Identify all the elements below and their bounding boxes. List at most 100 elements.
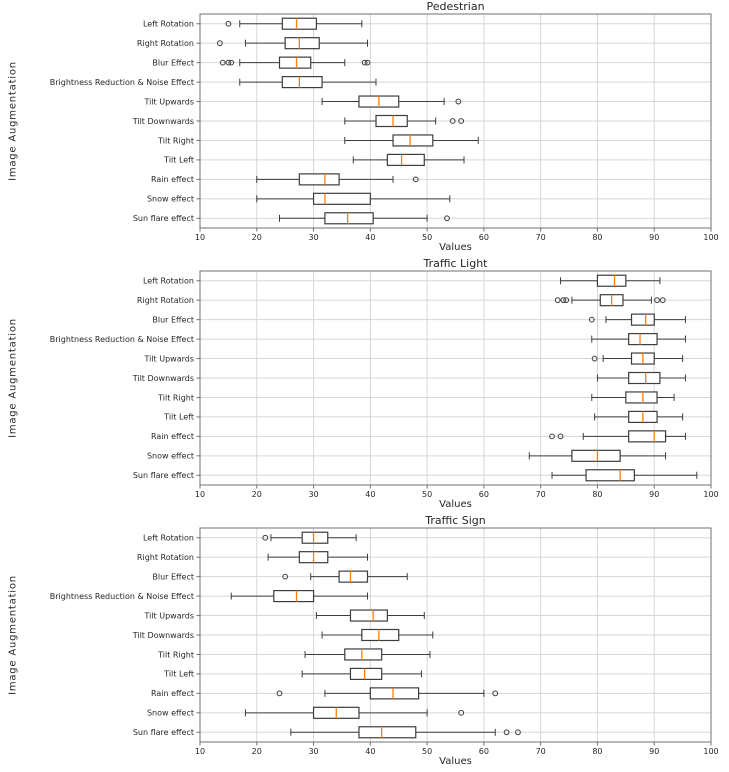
x-tick-label: 100 bbox=[703, 747, 718, 756]
category-label: Tilt Downwards bbox=[132, 631, 194, 640]
iqr-box bbox=[628, 430, 667, 443]
outlier-point bbox=[549, 433, 555, 440]
iqr-box bbox=[571, 449, 621, 462]
box-row bbox=[301, 667, 422, 681]
gridlines bbox=[199, 528, 712, 742]
iqr-box bbox=[628, 371, 661, 385]
box-row bbox=[304, 648, 431, 661]
box-row bbox=[278, 212, 450, 225]
x-tick-label: 80 bbox=[592, 747, 602, 756]
y-axis: Left Rotation Right Rotation Blur Effect Br… bbox=[50, 534, 200, 737]
box-row bbox=[216, 37, 368, 50]
traffic-sign-plot-area: 10 20 30 40 50 60 70 80 90 100 Left Rotation Right … bbox=[50, 527, 719, 756]
category-label: Tilt Upwards bbox=[143, 611, 194, 620]
iqr-box bbox=[392, 134, 434, 147]
iqr-box bbox=[338, 570, 369, 583]
category-label: Tilt Left bbox=[163, 670, 194, 679]
iqr-box bbox=[596, 274, 627, 287]
x-tick-label: 20 bbox=[252, 747, 262, 756]
box-row bbox=[591, 332, 686, 346]
iqr-box bbox=[625, 391, 658, 404]
category-label: Tilt Left bbox=[163, 413, 194, 422]
outlier-point bbox=[557, 433, 564, 440]
y-axis: Left Rotation Right Rotation Blur Effect Br… bbox=[50, 20, 200, 223]
box-row bbox=[230, 589, 368, 603]
outlier-point bbox=[492, 690, 499, 697]
x-axis: 10 20 30 40 50 60 70 80 90 100 bbox=[195, 228, 719, 242]
category-label: Right Rotation bbox=[137, 553, 194, 562]
x-tick-label: 60 bbox=[479, 490, 489, 499]
category-label: Tilt Downwards bbox=[132, 117, 194, 126]
outlier-point bbox=[444, 215, 450, 222]
iqr-box bbox=[273, 589, 315, 603]
x-tick-label: 70 bbox=[536, 233, 546, 242]
x-tick-label: 70 bbox=[536, 490, 546, 499]
x-tick-label: 60 bbox=[479, 747, 489, 756]
pedestrian-plot-area: 10 20 30 40 50 60 70 80 90 100 Left Rotation Right … bbox=[50, 13, 719, 242]
category-label: Tilt Right bbox=[157, 393, 194, 402]
iqr-box bbox=[375, 114, 408, 128]
y-axis-label: Image Augmentation bbox=[7, 61, 19, 181]
iqr-box bbox=[301, 531, 329, 544]
iqr-box bbox=[281, 75, 323, 89]
box-row bbox=[352, 153, 465, 167]
iqr-box bbox=[344, 648, 383, 661]
box-row bbox=[554, 294, 666, 307]
x-tick-label: 70 bbox=[536, 747, 546, 756]
box-row bbox=[219, 56, 371, 69]
x-tick-label: 30 bbox=[308, 747, 318, 756]
box-row bbox=[594, 410, 684, 424]
iqr-box bbox=[361, 628, 400, 642]
category-label: Blur Effect bbox=[152, 315, 194, 324]
outlier-point bbox=[225, 20, 232, 27]
iqr-box bbox=[312, 192, 371, 205]
outlier-point bbox=[228, 59, 235, 66]
box-row bbox=[225, 17, 363, 30]
x-axis: 10 20 30 40 50 60 70 80 90 100 bbox=[195, 742, 719, 756]
iqr-box bbox=[278, 56, 312, 69]
category-label: Rain effect bbox=[151, 175, 194, 184]
category-label: Blur Effect bbox=[152, 58, 194, 67]
outlier-point bbox=[364, 59, 371, 66]
x-axis-label: Values bbox=[439, 242, 472, 253]
outlier-point bbox=[282, 573, 289, 580]
x-axis-label: Values bbox=[439, 756, 472, 767]
box-row bbox=[262, 531, 357, 544]
iqr-box bbox=[585, 469, 635, 482]
box-row bbox=[321, 628, 434, 642]
outlier-point bbox=[659, 297, 666, 304]
category-label: Sun flare effect bbox=[133, 728, 194, 737]
x-tick-label: 100 bbox=[703, 490, 718, 499]
category-label: Left Rotation bbox=[143, 20, 194, 29]
x-tick-label: 60 bbox=[479, 233, 489, 242]
category-label: Rain effect bbox=[151, 432, 194, 441]
x-tick-label: 30 bbox=[308, 233, 318, 242]
category-label: Left Rotation bbox=[143, 534, 194, 543]
x-tick-label: 80 bbox=[592, 233, 602, 242]
x-tick-label: 90 bbox=[649, 490, 659, 499]
x-tick-label: 90 bbox=[649, 747, 659, 756]
x-axis-label: Values bbox=[439, 499, 472, 510]
outlier-point bbox=[449, 118, 456, 124]
box-row bbox=[256, 173, 419, 186]
outlier-point bbox=[219, 59, 226, 66]
y-axis-label: Image Augmentation bbox=[7, 575, 19, 695]
iqr-box bbox=[349, 667, 383, 681]
chart-traffic-sign: 10 20 30 40 50 60 70 80 90 100 Left Rotation Right … bbox=[0, 514, 729, 772]
category-label: Sun flare effect bbox=[133, 214, 194, 223]
category-label: Brightness Reduction & Noise Effect bbox=[50, 335, 194, 344]
outlier-point bbox=[654, 297, 660, 304]
chart-title: Traffic Light bbox=[423, 257, 488, 270]
category-label: Rain effect bbox=[151, 689, 194, 698]
x-tick-label: 10 bbox=[195, 233, 205, 242]
x-tick-label: 90 bbox=[649, 233, 659, 242]
box-row bbox=[256, 192, 451, 205]
chart-pedestrian: 10 20 30 40 50 60 70 80 90 100 Left Rotation Right … bbox=[0, 0, 729, 257]
box-row bbox=[551, 469, 698, 482]
x-tick-label: 40 bbox=[365, 233, 375, 242]
category-label: Right Rotation bbox=[137, 39, 194, 48]
chart-title: Traffic Sign bbox=[425, 514, 486, 527]
category-label: Tilt Upwards bbox=[143, 354, 194, 363]
outlier-point bbox=[458, 709, 465, 716]
x-tick-label: 80 bbox=[592, 490, 602, 499]
